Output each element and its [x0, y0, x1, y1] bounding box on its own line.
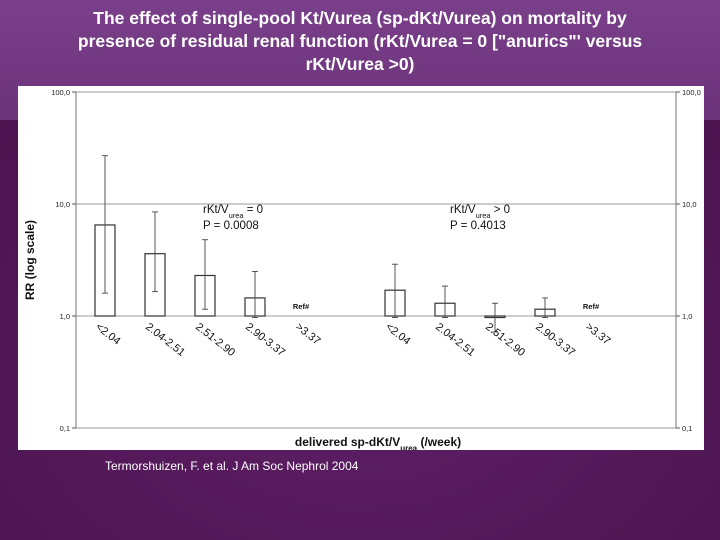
- reference-label: Ref#: [583, 302, 600, 311]
- x-tick-label: <2.04: [93, 321, 122, 348]
- x-tick-label: 2.90-3.37: [533, 321, 577, 359]
- reference-label: Ref#: [293, 302, 310, 311]
- group-label: rKt/Vurea > 0: [450, 204, 510, 220]
- y-axis-label: RR (log scale): [23, 220, 37, 300]
- group-p-value: P = 0.0008: [203, 220, 259, 232]
- slide-title-line-2: presence of residual renal function (rKt…: [77, 31, 643, 51]
- y-tick-label: 100,0: [51, 88, 70, 97]
- y-tick-label: 10,0: [55, 200, 70, 209]
- y-tick-label-right: 0,1: [682, 424, 692, 433]
- y-tick-label: 1,0: [60, 312, 70, 321]
- slide-title-line-1: The effect of single-pool Kt/Vurea (sp-d…: [93, 8, 627, 28]
- x-tick-label: 2.04-2.51: [143, 321, 187, 359]
- y-tick-label: 0,1: [60, 424, 70, 433]
- x-tick-label: 2.90-3.37: [243, 321, 287, 359]
- x-tick-label: 2.51-2.90: [483, 321, 527, 359]
- x-axis-label: delivered sp-dKt/Vurea (/week): [295, 435, 461, 450]
- x-tick-label: <2.04: [383, 321, 412, 348]
- y-tick-label-right: 1,0: [682, 312, 692, 321]
- x-tick-label: 2.04-2.51: [433, 321, 477, 359]
- group-label: rKt/Vurea = 0: [203, 204, 263, 220]
- y-tick-label-right: 100,0: [682, 88, 701, 97]
- chart-panel: 100,0 100,0 10,0 10,0 1,0 1,0 0,1 0,1 RR (log sc…: [18, 86, 704, 450]
- citation: Termorshuizen, F. et al. J Am Soc Nephro…: [105, 459, 359, 473]
- x-tick-label: 2.51-2.90: [193, 321, 237, 359]
- group-p-value: P = 0.4013: [450, 220, 506, 232]
- x-tick-label: >3.37: [293, 321, 322, 348]
- slide-title-line-3: rKt/Vurea >0): [305, 54, 415, 74]
- slide-title: The effect of single-pool Kt/Vurea (sp-d…: [20, 7, 700, 76]
- y-tick-label-right: 10,0: [682, 200, 697, 209]
- plot-frame: [75, 91, 677, 429]
- mortality-rr-chart: 100,0 100,0 10,0 10,0 1,0 1,0 0,1 0,1 RR (log sc…: [23, 88, 701, 450]
- x-tick-label: >3.37: [583, 321, 612, 348]
